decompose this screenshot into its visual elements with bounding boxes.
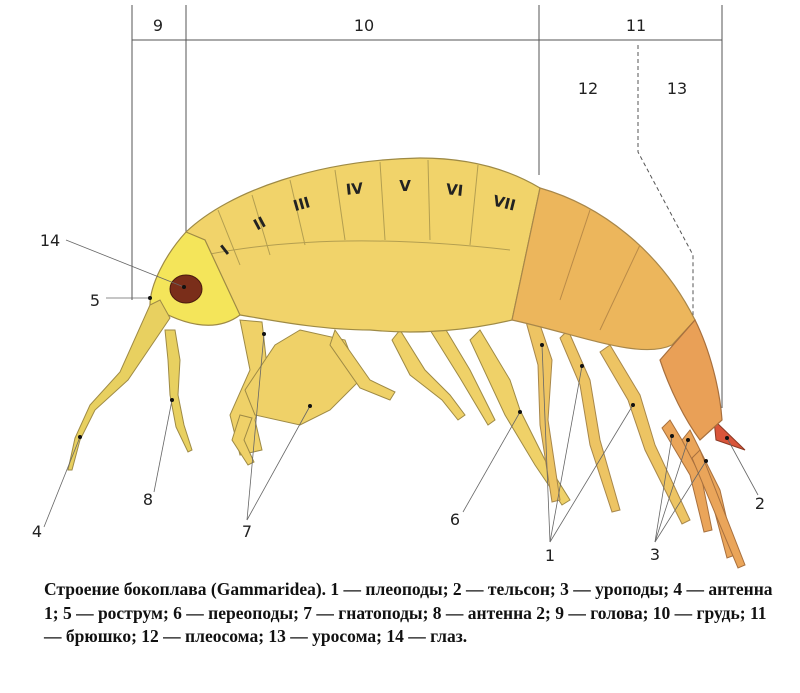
urosome — [659, 318, 723, 441]
segment-numeral: V — [399, 177, 411, 195]
thorax-segment-lines — [204, 159, 511, 266]
segment-numeral: III — [291, 193, 312, 215]
pleosome-segment-lines — [559, 209, 641, 331]
pleosome — [511, 187, 696, 351]
label-telson: 2 — [755, 494, 765, 513]
segment-numeral: VI — [445, 180, 464, 200]
label-head: 9 — [153, 16, 163, 35]
label-dots — [78, 285, 729, 463]
thorax — [185, 157, 541, 333]
pleopods — [524, 309, 691, 525]
label-uropods: 3 — [650, 545, 660, 564]
leader-lines — [43, 239, 759, 543]
segment-numeral: VII — [491, 192, 517, 215]
segment-numeral: IV — [345, 179, 364, 199]
label-antenna2: 8 — [143, 490, 153, 509]
label-rostrum: 5 — [90, 291, 100, 310]
region-brackets — [131, 5, 723, 408]
amphipod-diagram: 9 10 11 12 13 I II III IV V VI VII 14 5 … — [32, 5, 765, 569]
figure-caption: Строение бокоплава (Gammaridea). 1 — пле… — [44, 579, 773, 646]
antennae — [67, 299, 193, 471]
telson — [713, 418, 746, 451]
eye — [169, 274, 203, 304]
legs — [229, 319, 571, 506]
label-gnathopods: 7 — [242, 522, 252, 541]
label-antenna1: 4 — [32, 522, 42, 541]
label-pereopods: 6 — [450, 510, 460, 529]
uropods — [661, 419, 746, 569]
label-pleopods: 1 — [545, 546, 555, 565]
label-abdomen: 11 — [626, 16, 646, 35]
label-pleosome: 12 — [578, 79, 598, 98]
label-urosome: 13 — [667, 79, 687, 98]
label-thorax: 10 — [354, 16, 374, 35]
label-eye: 14 — [40, 231, 60, 250]
